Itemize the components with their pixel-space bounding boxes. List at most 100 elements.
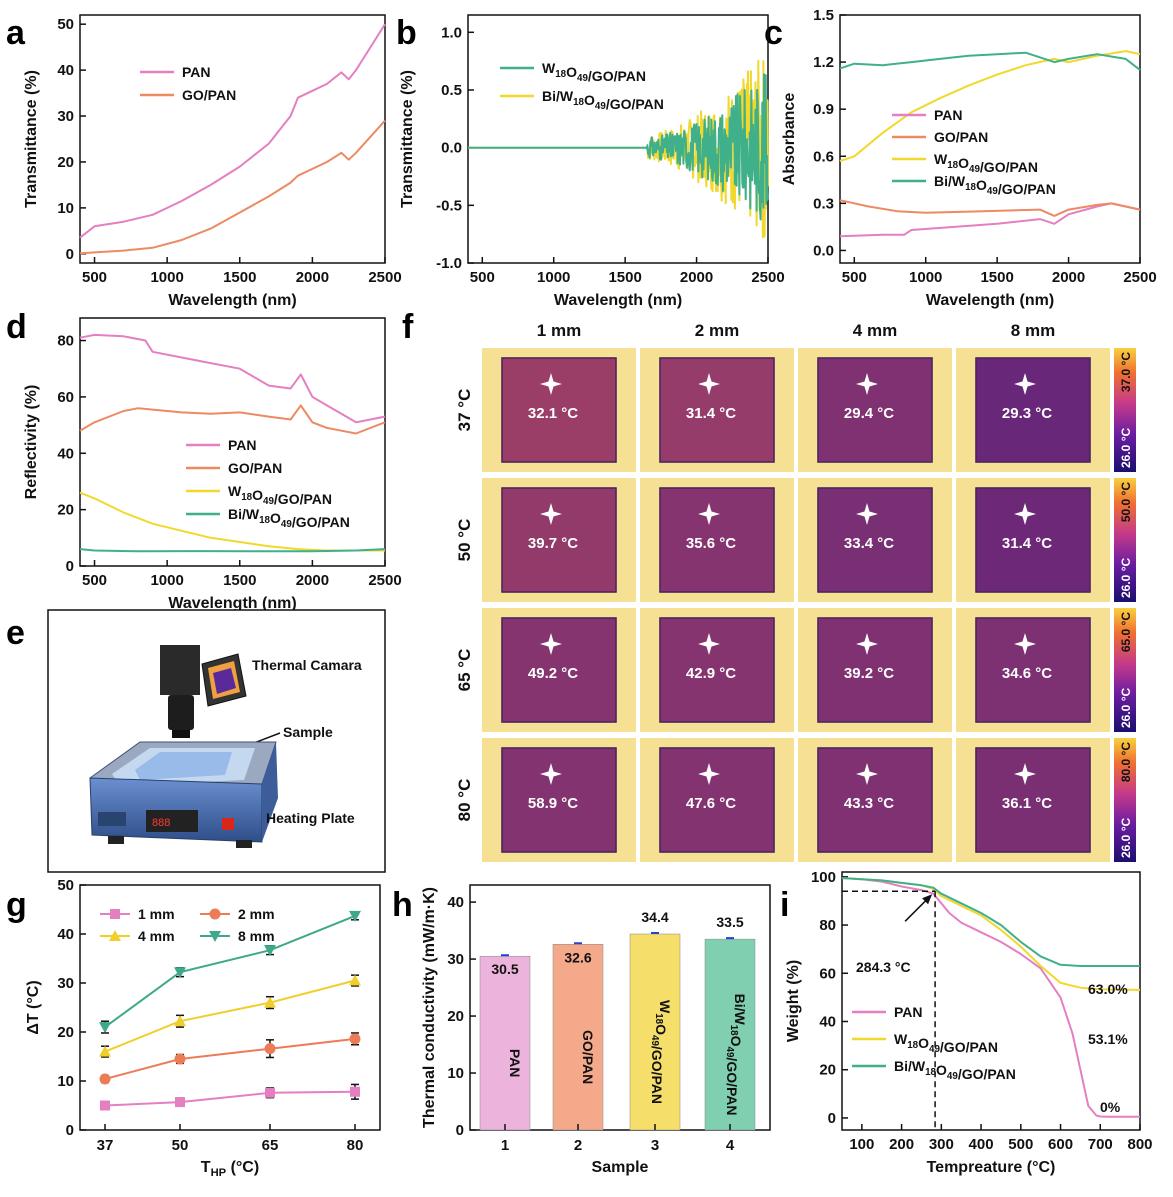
f-colorbar	[1114, 608, 1136, 732]
h-ytick-label: 0	[456, 1122, 464, 1139]
panel-i-tga-chart: 100 200 300 400 500 600 700 800 0 20 40 60 80 100 Temp…	[785, 869, 1153, 1176]
d-xtick-label: 1000	[150, 572, 183, 589]
i-onset-arrow-head	[922, 894, 933, 905]
f-ir-sample-tint	[502, 618, 616, 722]
f-colorbar-min-label: 26.0 °C	[1119, 688, 1133, 728]
b-y-axis-label: Transmittance (%)	[399, 70, 416, 208]
g-xtick-label: 37	[97, 1137, 114, 1154]
d-legend-label: PAN	[228, 437, 257, 453]
d-series-PAN	[79, 333, 386, 424]
c-series-GO/PAN	[839, 199, 1141, 217]
d-xtick-label: 2000	[296, 572, 329, 589]
g-legend-marker	[109, 930, 121, 941]
c-x-axis-label: Wavelength (nm)	[926, 292, 1054, 309]
f-temperature-readout: 43.3 °C	[844, 795, 894, 812]
g-legend-label: 1 mm	[138, 906, 175, 922]
a-series-GO/PAN	[79, 119, 386, 255]
h-bar-name: Bi/W18O49/GO/PAN	[724, 994, 748, 1116]
panel-label-c: c	[764, 14, 783, 52]
f-ir-sample-tint	[660, 618, 774, 722]
a-legend-label: PAN	[182, 64, 211, 80]
f-temperature-readout: 49.2 °C	[528, 665, 578, 682]
f-crosshair-icon	[1014, 503, 1036, 525]
c-ytick-label: 1.5	[813, 7, 834, 24]
h-bar-name: W18O49/GO/PAN	[649, 1000, 673, 1104]
c-xtick-label: 500	[842, 269, 867, 286]
b-ytick-label: 1.0	[441, 24, 462, 41]
d-legend-label: W18O49/GO/PAN	[228, 483, 332, 507]
c-series-W18O49/GO/PAN	[839, 50, 1141, 162]
f-ir-sample-square	[659, 357, 775, 463]
f-crosshair-icon	[856, 633, 878, 655]
f-colorbar-min-label: 26.0 °C	[1119, 818, 1133, 858]
b-ytick-label: -1.0	[436, 255, 462, 272]
panel-f-infrared-images: 1 mm 2 mm 4 mm 8 mm 37 °C 50 °C 65 °C 80 °C 32.1…	[455, 321, 1136, 862]
c-ytick-label: 1.2	[813, 54, 834, 71]
a-legend-label: GO/PAN	[182, 87, 236, 103]
a-ytick-label: 50	[57, 16, 74, 33]
h-value-label: 30.5	[491, 961, 518, 977]
g-ytick-label: 20	[57, 1024, 74, 1041]
f-temperature-readout: 34.6 °C	[1002, 665, 1052, 682]
g-data-point	[349, 910, 361, 922]
i-xtick-label: 600	[1048, 1136, 1073, 1153]
g-data-point	[265, 1087, 275, 1098]
g-data-point	[175, 1097, 185, 1108]
f-ir-sample-square	[817, 357, 933, 463]
g-data-point	[174, 1015, 186, 1027]
plate-display-digits: 888	[152, 817, 170, 829]
f-colorbar-min-label: 26.0 °C	[1119, 428, 1133, 468]
f-crosshair-icon	[540, 763, 562, 785]
f-ir-sample-square	[659, 747, 775, 853]
a-x-axis-label: Wavelength (nm)	[168, 292, 296, 309]
i-ytick-label: 80	[819, 917, 836, 934]
sample-label: Sample	[283, 724, 333, 740]
f-temperature-readout: 29.3 °C	[1002, 405, 1052, 422]
panel-a-transmittance-chart: 500 1000 1500 2000 2500 0 10 20 30 40 50 Wavelength…	[23, 14, 402, 309]
a-ytick-label: 40	[57, 62, 74, 79]
d-x-axis-label: Wavelength (nm)	[168, 595, 296, 612]
h-value-label: 33.5	[716, 914, 743, 930]
a-ytick-label: 20	[57, 154, 74, 171]
f-ir-sample-square	[817, 617, 933, 723]
c-legend-label: W18O49/GO/PAN	[934, 151, 1038, 175]
d-ytick-label: 80	[57, 333, 74, 350]
panel-label-h: h	[392, 886, 413, 924]
i-legend-label: PAN	[894, 1004, 923, 1020]
g-legend-label: 4 mm	[138, 928, 175, 944]
f-colorbar-max-label: 37.0 °C	[1119, 352, 1133, 392]
panel-b-transmittance-chart: 500 1000 1500 2000 2500 -1.0 -0.5 0.0 0.5 1.0 Wave…	[399, 14, 785, 309]
f-crosshair-icon	[698, 633, 720, 655]
c-ytick-label: 0.0	[813, 242, 834, 259]
d-series-Bi/W18O49/GO/PAN	[79, 548, 386, 553]
a-ytick-label: 0	[66, 246, 74, 263]
panel-h-thermal-conductivity-chart: 0 10 20 30 40 30.5 PAN 1 32.6 GO/PAN 2 34.4 W18O49/G…	[421, 884, 771, 1176]
h-value-label: 34.4	[641, 909, 668, 925]
g-series-line-4 mm	[104, 979, 356, 1053]
f-colorbar	[1114, 348, 1136, 472]
panel-label-d: d	[6, 308, 27, 346]
g-data-point	[349, 974, 361, 986]
f-ir-sample-square	[817, 747, 933, 853]
thermal-camera-icon	[160, 645, 247, 738]
g-data-point	[100, 1100, 110, 1111]
f-ir-sample-tint	[502, 358, 616, 462]
b-legend-label: W18O49/GO/PAN	[542, 60, 646, 84]
a-ytick-label: 10	[57, 200, 74, 217]
f-temperature-readout: 35.6 °C	[686, 535, 736, 552]
i-series-PAN	[841, 877, 1140, 1118]
a-ytick-label: 30	[57, 108, 74, 125]
g-x-axis-label: THP (°C)	[201, 1159, 259, 1179]
c-legend-label: GO/PAN	[934, 129, 988, 145]
c-legend-label: Bi/W18O49/GO/PAN	[934, 173, 1056, 197]
c-ytick-label: 0.9	[813, 101, 834, 118]
f-colorbar-min-label: 26.0 °C	[1119, 558, 1133, 598]
g-data-point	[174, 967, 186, 979]
i-ytick-label: 100	[811, 869, 836, 886]
f-row-header: 50 °C	[455, 519, 474, 562]
f-temperature-readout: 39.2 °C	[844, 665, 894, 682]
f-ir-sample-square	[975, 617, 1091, 723]
c-legend-label: PAN	[934, 107, 963, 123]
plate-label: Heating Plate	[266, 810, 355, 826]
g-data-point	[264, 1043, 276, 1055]
